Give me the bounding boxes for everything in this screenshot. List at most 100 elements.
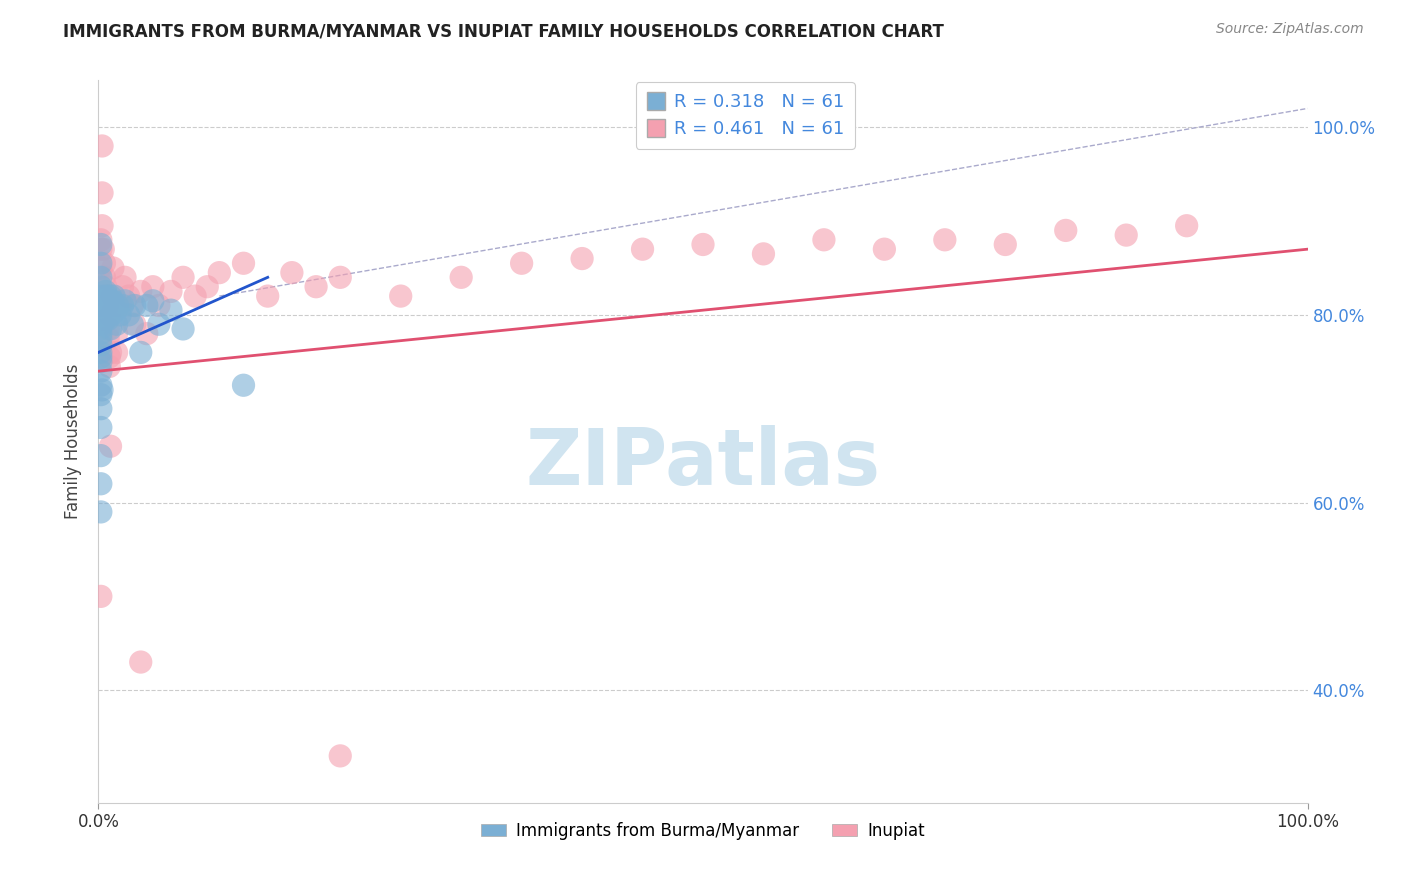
Point	[96, 312, 118, 326]
Point	[121, 318, 143, 332]
Y-axis label: Family Households: Family Households	[65, 364, 83, 519]
Text: Source: ZipAtlas.com: Source: ZipAtlas.com	[1216, 22, 1364, 37]
Point	[90, 449, 112, 463]
Point	[329, 270, 352, 285]
Point	[129, 345, 152, 359]
Point	[90, 476, 112, 491]
Point	[208, 266, 231, 280]
Point	[329, 748, 352, 763]
Point	[118, 308, 141, 322]
Point	[107, 298, 129, 312]
Point	[100, 345, 122, 359]
Point	[90, 338, 112, 352]
Point	[105, 345, 128, 359]
Point	[91, 242, 114, 256]
Point	[184, 289, 207, 303]
Point	[160, 285, 183, 299]
Point	[96, 298, 118, 312]
Point	[752, 247, 775, 261]
Point	[90, 312, 112, 326]
Point	[105, 326, 128, 341]
Point	[90, 256, 112, 270]
Point	[305, 279, 328, 293]
Point	[90, 345, 112, 359]
Point	[160, 303, 183, 318]
Point	[105, 318, 128, 332]
Point	[148, 318, 170, 332]
Point	[114, 293, 136, 308]
Point	[90, 505, 112, 519]
Point	[96, 289, 118, 303]
Point	[90, 350, 112, 364]
Point	[631, 242, 654, 256]
Point	[97, 331, 120, 345]
Point	[90, 322, 112, 336]
Point	[101, 298, 124, 312]
Point	[97, 322, 120, 336]
Point	[100, 308, 122, 322]
Point	[232, 256, 254, 270]
Point	[98, 359, 121, 374]
Point	[124, 318, 146, 332]
Point	[90, 301, 112, 315]
Point	[90, 401, 112, 416]
Point	[1115, 228, 1137, 243]
Point	[172, 322, 194, 336]
Point	[90, 378, 112, 392]
Point	[90, 308, 112, 322]
Point	[692, 237, 714, 252]
Point	[93, 256, 115, 270]
Point	[90, 279, 112, 293]
Point	[91, 219, 114, 233]
Point	[148, 298, 170, 312]
Point	[111, 279, 134, 293]
Point	[91, 318, 114, 332]
Point	[934, 233, 956, 247]
Point	[90, 260, 112, 275]
Point	[129, 285, 152, 299]
Point	[101, 293, 124, 308]
Point	[94, 312, 117, 326]
Point	[873, 242, 896, 256]
Point	[135, 298, 157, 312]
Point	[97, 293, 120, 308]
Point	[91, 186, 114, 200]
Point	[90, 242, 112, 256]
Point	[100, 439, 122, 453]
Point	[90, 270, 112, 285]
Point	[111, 298, 134, 312]
Point	[90, 233, 112, 247]
Point	[100, 289, 122, 303]
Point	[90, 326, 112, 341]
Point	[100, 293, 122, 308]
Point	[90, 387, 112, 401]
Point	[90, 420, 112, 434]
Point	[90, 318, 112, 332]
Point	[90, 364, 112, 378]
Point	[94, 279, 117, 293]
Point	[94, 285, 117, 299]
Point	[129, 655, 152, 669]
Point	[100, 308, 122, 322]
Text: IMMIGRANTS FROM BURMA/MYANMAR VS INUPIAT FAMILY HOUSEHOLDS CORRELATION CHART: IMMIGRANTS FROM BURMA/MYANMAR VS INUPIAT…	[63, 22, 945, 40]
Point	[98, 350, 121, 364]
Point	[90, 289, 112, 303]
Point	[105, 303, 128, 318]
Point	[1175, 219, 1198, 233]
Point	[135, 326, 157, 341]
Point	[994, 237, 1017, 252]
Point	[90, 293, 112, 308]
Point	[172, 270, 194, 285]
Point	[142, 293, 165, 308]
Point	[389, 289, 412, 303]
Point	[101, 260, 124, 275]
Legend: Immigrants from Burma/Myanmar, Inupiat: Immigrants from Burma/Myanmar, Inupiat	[474, 815, 932, 847]
Point	[96, 298, 118, 312]
Point	[114, 270, 136, 285]
Point	[121, 298, 143, 312]
Point	[1054, 223, 1077, 237]
Point	[281, 266, 304, 280]
Point	[510, 256, 533, 270]
Point	[103, 289, 125, 303]
Point	[90, 237, 112, 252]
